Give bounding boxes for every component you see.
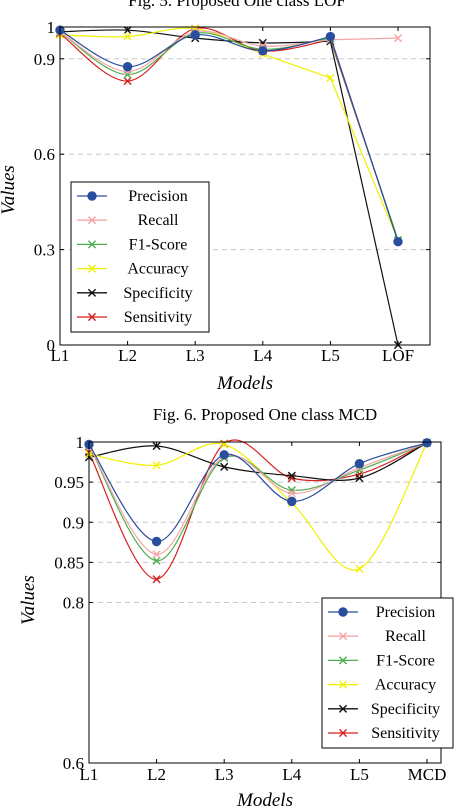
y-tick-label: 0.95 [54, 473, 84, 492]
x-tick-label: L5 [350, 765, 369, 784]
point-specificity-l2 [152, 441, 161, 451]
legend-label-sensitivity: Sensitivity [371, 725, 439, 742]
point-precision-l3 [219, 450, 229, 460]
y-tick-label: 0 [47, 336, 56, 355]
y-tick-label: 0.3 [34, 241, 55, 260]
x-tick-label: L1 [51, 346, 70, 365]
x-tick-label: L1 [80, 765, 99, 784]
point-accuracy-l2 [123, 32, 132, 41]
point-precision-l5 [354, 458, 365, 469]
series-line-precision [88, 442, 428, 543]
point-specificity-l4 [287, 471, 296, 480]
point-specificity-l3 [220, 462, 229, 471]
series-line-specificity [88, 442, 428, 481]
point-accuracy-l2 [152, 461, 161, 470]
point-precision-lof [393, 236, 403, 247]
point-sensitivity-l2 [123, 76, 132, 86]
y-tick-label: 1 [47, 18, 56, 37]
x-tick-label: LOF [382, 346, 414, 365]
point-precision-l3 [190, 30, 200, 40]
point-recall-lof [393, 34, 403, 43]
y-tick-label: 1 [76, 433, 85, 452]
legend-marker-sensitivity [87, 312, 97, 322]
legend-marker-accuracy [338, 680, 348, 689]
point-specificity-l2 [123, 26, 132, 35]
legend-marker-specificity [87, 288, 97, 297]
legend-label-precision: Precision [376, 604, 436, 621]
x-tick-label: L2 [147, 765, 166, 784]
legend-label-accuracy: Accuracy [127, 261, 188, 278]
y-tick-label: 0.6 [34, 145, 55, 164]
point-precision-l2 [151, 536, 162, 547]
y-axis-label: Values [0, 165, 19, 215]
x-tick-label: L5 [321, 346, 340, 365]
point-recall-l4 [287, 489, 296, 498]
top-caption: Fig. 5. Proposed One class LOF [128, 0, 346, 10]
chart-mcd: 0.6 0.8 0.85 0.9 0.95 1 L1 L2 L3 L4 L5 MCD Models Val… [18, 433, 454, 810]
legend-marker-precision [87, 191, 97, 201]
legend: Precision Recall F1-Score Accuracy Specifici… [321, 597, 454, 749]
point-precision-l5 [325, 31, 336, 42]
middle-caption: Fig. 6. Proposed One class MCD [153, 405, 377, 424]
point-recall-l2 [152, 550, 161, 559]
legend-marker-accuracy [87, 264, 97, 273]
point-specificity-l5 [355, 474, 364, 483]
y-axis-label: Values [18, 575, 39, 625]
point-precision-l4 [258, 46, 268, 56]
point-precision-l2 [122, 62, 133, 72]
point-accuracy-l5 [326, 73, 335, 82]
legend-marker-specificity [338, 704, 348, 713]
point-precision-mcd [422, 438, 432, 448]
legend: Precision Recall F1-Score Accuracy Specifici… [70, 181, 210, 333]
point-sensitivity-l2 [152, 575, 161, 584]
legend-marker-f1-score [338, 656, 348, 665]
series-line-recall [88, 442, 428, 555]
point-precision-l4 [287, 496, 297, 507]
x-tick-label: L4 [282, 765, 301, 784]
x-tick-label: L2 [118, 346, 137, 365]
legend-label-precision: Precision [128, 188, 188, 205]
legend-label-specificity: Specificity [123, 285, 192, 302]
series-line-f1-score [88, 442, 428, 562]
legend-label-f1-score: F1-Score [129, 236, 188, 253]
legend-marker-precision [338, 607, 348, 617]
legend-box [70, 181, 210, 333]
legend-marker-f1-score [87, 240, 97, 249]
x-tick-label: L4 [253, 346, 272, 365]
y-tick-label: 0.9 [63, 513, 84, 532]
legend-label-accuracy: Accuracy [375, 677, 436, 694]
x-axis-label: Models [216, 373, 273, 394]
legend-label-sensitivity: Sensitivity [124, 309, 192, 326]
x-tick-label: L3 [215, 765, 234, 784]
point-f1-score-l2 [123, 70, 132, 79]
y-tick-label: 0.6 [63, 754, 84, 773]
x-tick-label: L3 [186, 346, 205, 365]
legend-box [321, 597, 454, 749]
point-accuracy-l5 [355, 564, 364, 573]
legend-marker-recall [87, 216, 97, 225]
legend-marker-recall [338, 632, 348, 641]
legend-label-specificity: Specificity [371, 701, 440, 718]
y-tick-label: 0.85 [54, 553, 84, 572]
plot-frame [59, 26, 431, 346]
x-tick-label: MCD [408, 765, 447, 784]
legend-label-recall: Recall [138, 212, 179, 229]
y-tick-label: 0.8 [63, 594, 84, 613]
point-f1-score-l2 [152, 556, 161, 565]
legend-label-f1-score: F1-Score [376, 652, 435, 669]
legend-label-recall: Recall [385, 628, 426, 645]
legend-marker-sensitivity [338, 728, 348, 738]
x-axis-label: Models [236, 790, 293, 810]
chart-lof: 0 0.3 0.6 0.9 1 L1 L2 L3 L4 L5 LOF Models Values Prec… [0, 18, 431, 394]
y-tick-label: 0.9 [34, 50, 55, 69]
